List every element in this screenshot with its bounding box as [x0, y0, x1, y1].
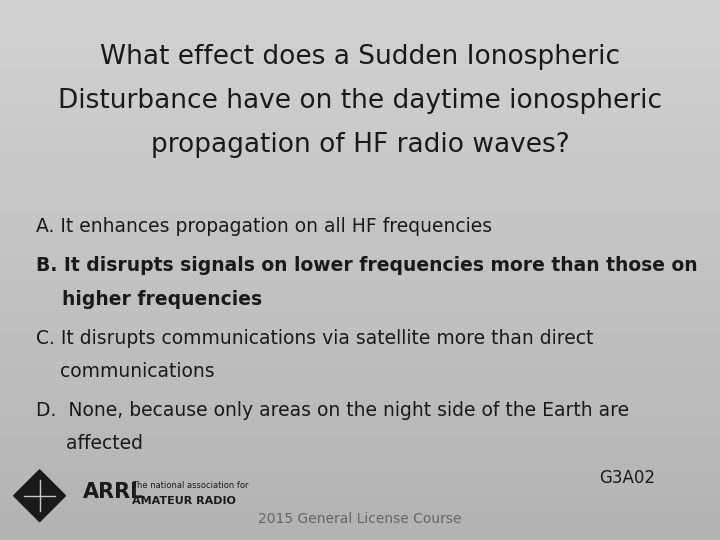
- Text: higher frequencies: higher frequencies: [36, 289, 262, 309]
- Text: B. It disrupts signals on lower frequencies more than those on: B. It disrupts signals on lower frequenc…: [36, 256, 698, 275]
- Text: communications: communications: [36, 362, 215, 381]
- Text: D.  None, because only areas on the night side of the Earth are: D. None, because only areas on the night…: [36, 401, 629, 420]
- Text: affected: affected: [36, 434, 143, 454]
- Text: G3A02: G3A02: [599, 469, 655, 487]
- Text: What effect does a Sudden Ionospheric: What effect does a Sudden Ionospheric: [100, 44, 620, 70]
- Text: C. It disrupts communications via satellite more than direct: C. It disrupts communications via satell…: [36, 328, 593, 348]
- Text: Disturbance have on the daytime ionospheric: Disturbance have on the daytime ionosphe…: [58, 88, 662, 114]
- Text: ARRL: ARRL: [83, 482, 144, 503]
- Text: propagation of HF radio waves?: propagation of HF radio waves?: [150, 132, 570, 158]
- Text: AMATEUR RADIO: AMATEUR RADIO: [132, 496, 235, 505]
- Text: 2015 General License Course: 2015 General License Course: [258, 512, 462, 526]
- Text: A. It enhances propagation on all HF frequencies: A. It enhances propagation on all HF fre…: [36, 217, 492, 237]
- Text: The national association for: The national association for: [132, 482, 248, 490]
- Polygon shape: [14, 470, 66, 522]
